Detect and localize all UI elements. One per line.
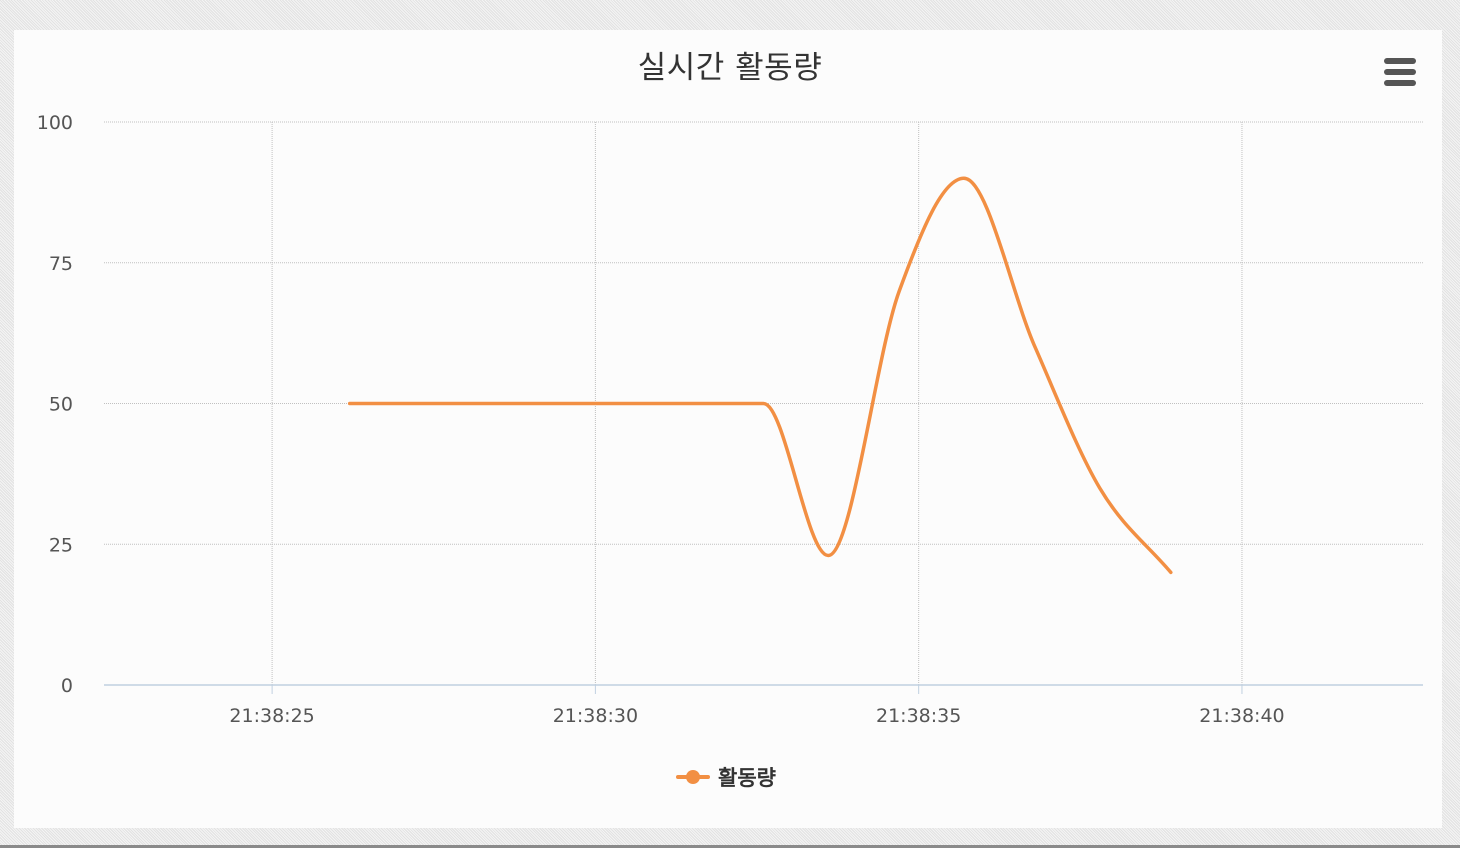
y-tick-label-50: 50: [49, 394, 73, 416]
legend-line-marker-icon: [676, 767, 710, 787]
x-tick-label-3: 21:38:40: [1199, 705, 1284, 727]
x-tick-label-0: 21:38:25: [229, 705, 314, 727]
legend-label: 활동량: [718, 762, 776, 792]
series-line-0: [350, 178, 1171, 572]
y-tick-label-75: 75: [49, 253, 73, 275]
x-tick-label-2: 21:38:35: [876, 705, 961, 727]
legend-item[interactable]: 활동량: [676, 762, 776, 792]
axes: [104, 685, 1423, 694]
y-tick-label-0: 0: [61, 675, 73, 697]
chart-title: 실시간 활동량: [0, 42, 1460, 87]
tick-labels: 0 25 50 75 100 21:38:25 21:38:30 21:38:35 21:38:…: [37, 112, 1285, 727]
series-layer: [350, 178, 1171, 572]
y-tick-label-25: 25: [49, 534, 73, 556]
x-tick-label-1: 21:38:30: [553, 705, 638, 727]
chart-menu-button[interactable]: [1382, 56, 1418, 90]
y-tick-label-100: 100: [37, 112, 73, 134]
